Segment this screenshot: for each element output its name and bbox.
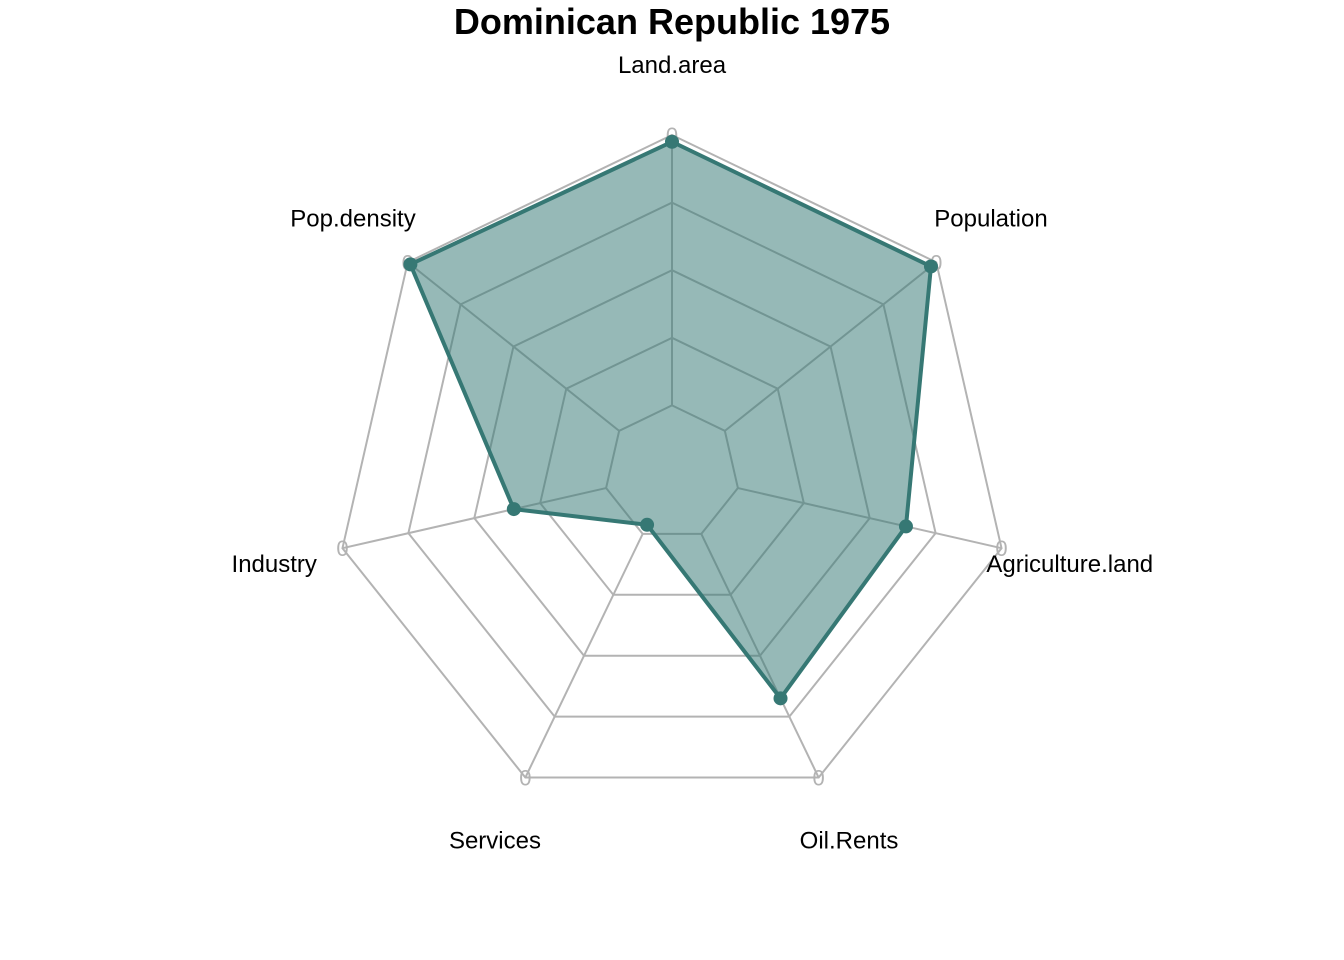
- axis-label-industry: Industry: [232, 551, 317, 578]
- axis-labels: Land.area Population Agriculture.land Oil.R…: [232, 52, 1154, 855]
- axis-label-population: Population: [934, 206, 1047, 233]
- axis-label-land-area: Land.area: [618, 52, 727, 79]
- data-point-pop-density: [403, 257, 418, 272]
- chart-title: Dominican Republic 1975: [454, 1, 890, 42]
- data-point-oil-rents: [773, 691, 788, 706]
- grid-ring-5: [341, 133, 1003, 779]
- data-polygon: [408, 139, 933, 701]
- data-point-population: [923, 259, 938, 274]
- axis-min-label: 0: [995, 536, 1007, 561]
- data-point-land-area: [665, 134, 679, 149]
- axis-min-label: 0: [813, 766, 825, 791]
- axis-label-services: Services: [449, 828, 541, 855]
- radar-series: [403, 134, 938, 706]
- axis-min-label: 0: [519, 766, 531, 791]
- data-point-industry: [506, 502, 521, 517]
- data-point-agriculture-land: [898, 519, 913, 534]
- axis-label-oil-rents: Oil.Rents: [800, 828, 899, 855]
- axis-min-label: 0: [336, 536, 348, 561]
- axis-label-pop-density: Pop.density: [290, 206, 415, 233]
- axis-label-agriculture-land: Agriculture.land: [986, 551, 1153, 578]
- data-point-services: [640, 517, 655, 532]
- spoke-4: [524, 533, 644, 778]
